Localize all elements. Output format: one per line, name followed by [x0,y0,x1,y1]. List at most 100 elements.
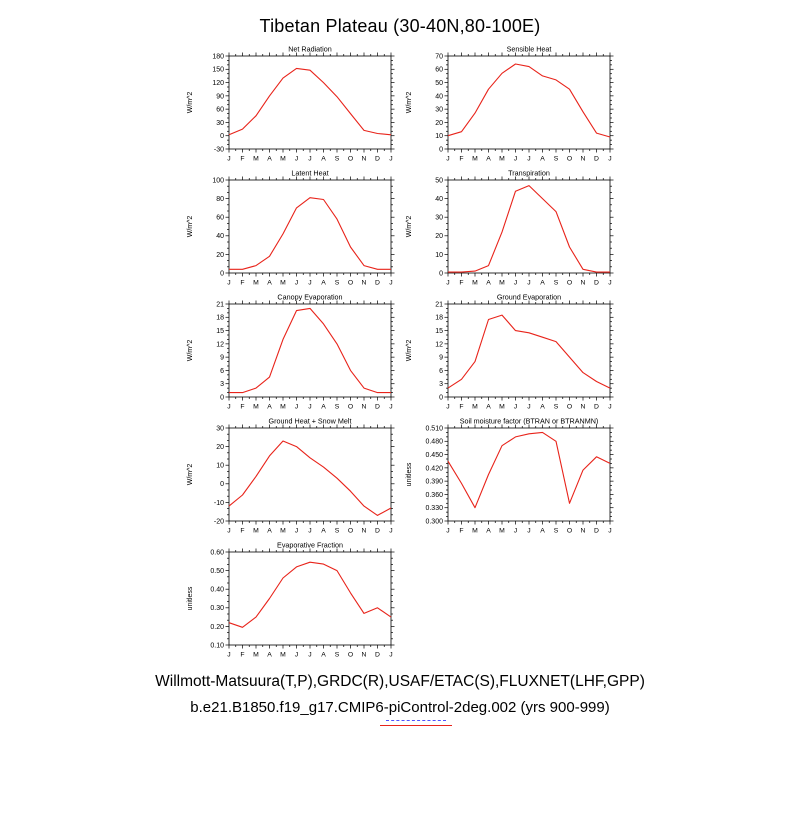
chart-title: Ground Evaporation [497,293,561,302]
svg-text:N: N [362,156,367,163]
footer-obs-datasets: Willmott-Matsuura(T,P),GRDC(R),USAF/ETAC… [155,673,645,690]
chart-svg-ground-heat-snow-melt: Ground Heat + Snow Melt W/m^2 -20 -10 0 10 20 3… [187,417,395,535]
chart-title: Sensible Heat [507,45,552,54]
svg-text:40: 40 [435,93,443,100]
y-tick-labels: 0.10 0.20 0.30 0.40 0.50 0.60 [210,549,224,649]
svg-text:D: D [375,528,380,535]
svg-text:N: N [581,280,586,287]
svg-text:N: N [362,528,367,535]
svg-text:D: D [375,404,380,411]
svg-text:M: M [280,404,286,411]
y-tick-labels: 0.300 0.330 0.360 0.390 0.420 0.450 0.480 0.510 [425,425,443,525]
svg-text:A: A [540,280,545,287]
svg-text:50: 50 [435,80,443,87]
plot-frame [447,427,611,522]
svg-text:6: 6 [439,368,443,375]
svg-text:J: J [514,404,517,411]
svg-text:J: J [227,528,230,535]
legend-line-solid [380,725,452,726]
svg-text:60: 60 [216,107,224,114]
svg-text:20: 20 [435,120,443,127]
svg-text:A: A [267,404,272,411]
svg-text:A: A [321,528,326,535]
svg-text:S: S [335,528,340,535]
data-line [447,314,611,389]
chart-soil-moisture-factor-btran-or-btranmn: Soil moisture factor (BTRAN or BTRANMN) u… [402,415,617,537]
svg-text:M: M [280,652,286,659]
svg-text:O: O [348,280,353,287]
y-axis-label: unitless [187,586,194,610]
svg-text:0: 0 [439,394,443,401]
chart-title: Canopy Evaporation [277,293,342,302]
svg-text:N: N [362,404,367,411]
svg-text:J: J [527,280,530,287]
y-axis-label: W/m^2 [187,464,194,486]
svg-text:A: A [321,404,326,411]
svg-text:D: D [375,652,380,659]
chart-net-radiation: Net Radiation W/m^2 -30 0 30 60 90 120 150 180 J F M… [183,43,398,165]
chart-svg-net-radiation: Net Radiation W/m^2 -30 0 30 60 90 120 150 180 J F M… [187,45,395,163]
svg-text:J: J [608,404,611,411]
svg-text:J: J [389,404,392,411]
svg-text:J: J [608,528,611,535]
svg-text:F: F [240,404,244,411]
svg-text:J: J [295,280,298,287]
svg-text:J: J [527,404,530,411]
svg-text:15: 15 [216,328,224,335]
svg-text:M: M [253,156,259,163]
chart-svg-ground-evaporation: Ground Evaporation W/m^2 0 3 6 9 12 15 18 21 J F M A M… [406,293,614,411]
svg-text:J: J [227,156,230,163]
axis-ticks [444,176,614,277]
y-tick-labels: 0 20 40 60 80 100 [212,177,224,277]
svg-text:0: 0 [220,270,224,277]
chart-canopy-evaporation: Canopy Evaporation W/m^2 0 3 6 9 12 15 18 21 J F M A M… [183,291,398,413]
svg-text:D: D [594,280,599,287]
svg-text:J: J [227,652,230,659]
svg-text:F: F [459,156,463,163]
chart-title: Soil moisture factor (BTRAN or BTRANMN) [460,417,599,426]
svg-text:N: N [362,652,367,659]
svg-text:J: J [514,156,517,163]
svg-text:70: 70 [435,53,443,60]
svg-text:0.50: 0.50 [210,568,224,575]
svg-text:O: O [348,404,353,411]
svg-text:J: J [389,528,392,535]
svg-text:0.40: 0.40 [210,587,224,594]
svg-text:9: 9 [220,355,224,362]
svg-text:40: 40 [216,233,224,240]
page-title: Tibetan Plateau (30-40N,80-100E) [259,16,541,36]
chart-svg-canopy-evaporation: Canopy Evaporation W/m^2 0 3 6 9 12 15 18 21 J F M A M… [187,293,395,411]
chart-title: Transpiration [508,169,550,178]
charts-grid: Net Radiation W/m^2 -30 0 30 60 90 120 150 180 J F M… [183,43,617,661]
svg-text:3: 3 [439,381,443,388]
y-tick-labels: 0 10 20 30 40 50 [435,177,443,277]
svg-text:30: 30 [435,215,443,222]
svg-text:D: D [375,280,380,287]
chart-title: Ground Heat + Snow Melt [269,417,352,426]
svg-text:A: A [486,156,491,163]
chart-sensible-heat: Sensible Heat W/m^2 0 10 20 30 40 50 60 70 J F M A M J J… [402,43,617,165]
svg-text:150: 150 [212,67,224,74]
svg-text:0.20: 0.20 [210,624,224,631]
axis-ticks [225,548,395,649]
svg-text:J: J [527,528,530,535]
svg-text:0.390: 0.390 [425,479,443,486]
chart-transpiration: Transpiration W/m^2 0 10 20 30 40 50 J F M A M J J A S O N… [402,167,617,289]
footer-case-name: b.e21.B1850.f19_g17.CMIP6-piControl-2deg… [190,699,610,716]
svg-text:0: 0 [220,133,224,140]
svg-text:J: J [514,280,517,287]
svg-text:A: A [267,652,272,659]
legend-marks [16,720,800,726]
chart-svg-evaporative-fraction: Evaporative Fraction unitless 0.10 0.20 0.30… [187,541,395,659]
data-line [448,185,610,273]
svg-text:M: M [499,280,505,287]
svg-text:-30: -30 [214,146,224,153]
svg-text:0.60: 0.60 [210,549,224,556]
svg-text:M: M [472,404,478,411]
svg-text:F: F [459,528,463,535]
